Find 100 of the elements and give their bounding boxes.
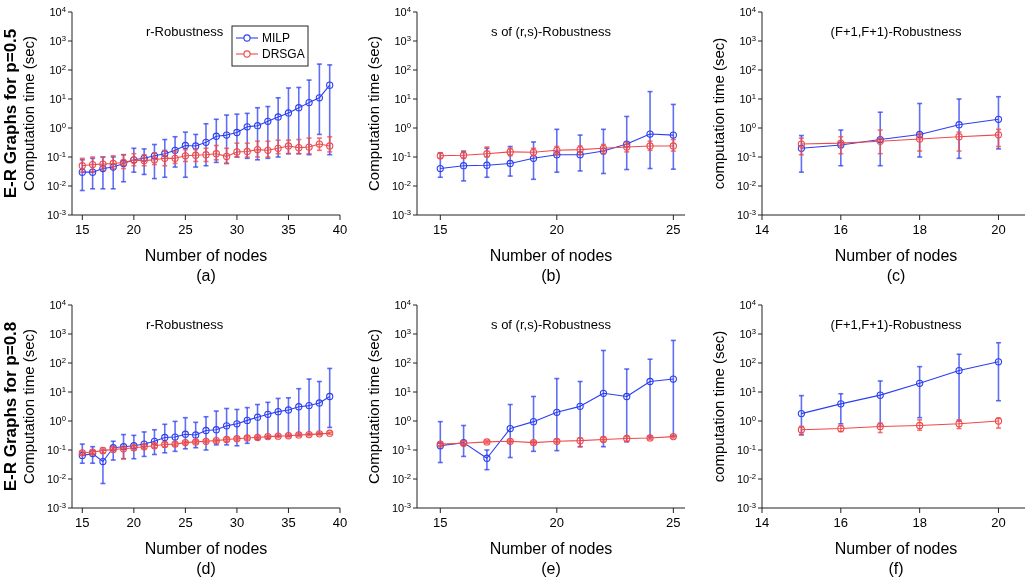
y-axis-title: Computation time (sec) bbox=[20, 328, 37, 485]
point bbox=[284, 109, 293, 117]
point bbox=[181, 152, 190, 160]
x-axis-title: Number of nodes bbox=[144, 540, 268, 557]
x-tick-label: 20 bbox=[991, 222, 1006, 237]
point bbox=[202, 151, 210, 159]
y-tick-label: 10$^{-3}$ bbox=[391, 207, 411, 221]
x-tick-label: 20 bbox=[126, 515, 142, 530]
point bbox=[222, 152, 231, 161]
point bbox=[212, 426, 220, 434]
text: (b) bbox=[541, 267, 561, 284]
text: (f) bbox=[888, 560, 904, 577]
point bbox=[916, 379, 924, 387]
y-tick-label: 10$^{2}$ bbox=[739, 355, 756, 369]
y-axis-title: Computation time (sec) bbox=[365, 35, 382, 192]
point bbox=[264, 146, 272, 154]
point bbox=[576, 402, 584, 410]
y-axis-title: computation time (sec) bbox=[710, 37, 727, 190]
y-tick-label: 10$^{4}$ bbox=[394, 4, 412, 18]
x-tick-label: 20 bbox=[991, 515, 1006, 530]
point bbox=[305, 98, 313, 107]
y-tick-label: 10$^{2}$ bbox=[49, 62, 66, 76]
y-tick-label: 10$^{3}$ bbox=[394, 33, 411, 47]
x-tick-label: 30 bbox=[229, 515, 245, 530]
y-axis-title: computation time (sec) bbox=[710, 330, 727, 483]
y-tick-label: 10$^{4}$ bbox=[49, 4, 67, 18]
point bbox=[459, 162, 468, 170]
text: E-R Graphs for p=0.8 bbox=[1, 321, 20, 492]
y-tick-label: 10$^{3}$ bbox=[739, 33, 756, 47]
x-tick-label: 16 bbox=[833, 515, 849, 530]
y-tick-label: 10$^{-3}$ bbox=[46, 207, 66, 221]
y-tick-label: 10$^{4}$ bbox=[739, 4, 757, 18]
y-axis-title: Computation time (sec) bbox=[365, 328, 382, 485]
point bbox=[192, 151, 200, 159]
y-tick-label: 10$^{2}$ bbox=[739, 62, 756, 76]
legend-label: DRSGA bbox=[262, 47, 305, 62]
text: (e) bbox=[541, 560, 561, 577]
y-tick-label: 10$^{0}$ bbox=[394, 413, 411, 427]
x-tick-label: 15 bbox=[75, 222, 90, 237]
text: r-Robustness bbox=[145, 24, 224, 39]
point bbox=[181, 430, 190, 438]
point bbox=[646, 130, 654, 138]
y-tick-label: 10$^{3}$ bbox=[49, 326, 66, 340]
point bbox=[305, 143, 313, 151]
point bbox=[202, 426, 210, 435]
y-tick-label: 10$^{-2}$ bbox=[46, 178, 66, 192]
point bbox=[274, 113, 282, 121]
text: (d) bbox=[196, 560, 216, 577]
point bbox=[315, 140, 324, 148]
x-tick-label: 15 bbox=[75, 515, 90, 530]
text: E-R Graphs for p=0.5 bbox=[1, 28, 20, 199]
point bbox=[99, 160, 107, 168]
y-tick-label: 10$^{-1}$ bbox=[46, 149, 66, 163]
point bbox=[171, 154, 179, 162]
point bbox=[529, 418, 538, 426]
x-tick-label: 25 bbox=[666, 515, 681, 530]
y-tick-label: 10$^{0}$ bbox=[49, 120, 66, 134]
x-tick-label: 25 bbox=[178, 515, 193, 530]
point bbox=[955, 366, 963, 375]
x-tick-label: 25 bbox=[178, 222, 193, 237]
x-axis-title: Number of nodes bbox=[489, 247, 613, 264]
y-tick-label: 10$^{3}$ bbox=[739, 326, 756, 340]
point bbox=[202, 138, 210, 146]
text: s of (r,s)-Robustness bbox=[491, 24, 612, 39]
y-tick-label: 10$^{1}$ bbox=[739, 384, 756, 398]
y-tick-label: 10$^{2}$ bbox=[394, 355, 411, 369]
x-axis-title: Number of nodes bbox=[834, 540, 958, 557]
x-tick-label: 20 bbox=[549, 515, 565, 530]
point bbox=[274, 408, 282, 416]
point bbox=[253, 122, 262, 130]
x-tick-label: 16 bbox=[833, 222, 849, 237]
x-axis-title: Number of nodes bbox=[144, 247, 268, 264]
point bbox=[955, 121, 963, 129]
x-axis-title: Number of nodes bbox=[834, 247, 958, 264]
x-tick-label: 18 bbox=[912, 222, 927, 237]
point bbox=[243, 416, 251, 425]
y-tick-label: 10$^{0}$ bbox=[739, 413, 756, 427]
x-tick-label: 25 bbox=[666, 222, 681, 237]
point bbox=[253, 145, 262, 154]
text: (a) bbox=[196, 267, 216, 284]
point bbox=[599, 389, 608, 397]
y-tick-label: 10$^{-2}$ bbox=[736, 471, 756, 485]
y-tick-label: 10$^{-1}$ bbox=[391, 442, 411, 456]
point bbox=[295, 104, 303, 112]
y-tick-label: 10$^{-3}$ bbox=[736, 207, 756, 221]
point bbox=[233, 420, 241, 428]
text: r-Robustness bbox=[145, 317, 224, 332]
y-tick-label: 10$^{2}$ bbox=[49, 355, 66, 369]
point bbox=[222, 131, 231, 139]
x-tick-label: 30 bbox=[229, 222, 245, 237]
point bbox=[315, 399, 324, 407]
x-tick-label: 20 bbox=[549, 222, 565, 237]
x-axis-title: Number of nodes bbox=[489, 540, 613, 557]
point bbox=[233, 128, 241, 137]
point bbox=[506, 159, 514, 168]
text: (F+1,F+1)-Robustness bbox=[830, 24, 962, 39]
point bbox=[222, 422, 231, 430]
y-tick-label: 10$^{-2}$ bbox=[391, 471, 411, 485]
point bbox=[506, 424, 514, 433]
y-tick-label: 10$^{1}$ bbox=[394, 91, 411, 105]
